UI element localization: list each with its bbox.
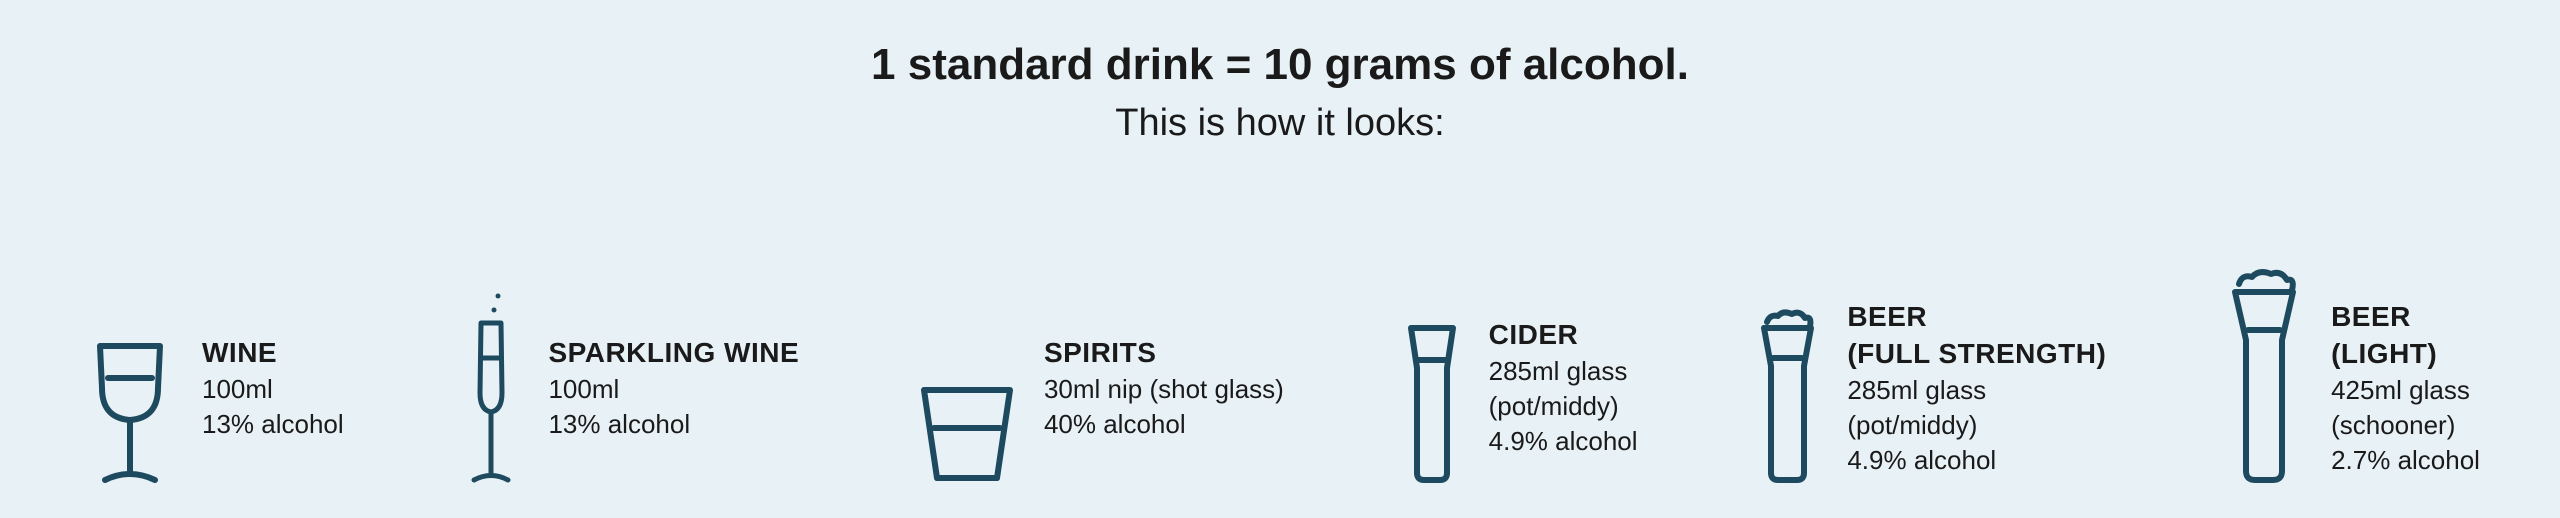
drink-sparkling: SPARKLING WINE 100ml 13% alcohol xyxy=(456,288,799,488)
drink-line: 13% alcohol xyxy=(548,407,799,442)
drink-beer-light: BEER (LIGHT) 425ml glass (schooner) 2.7%… xyxy=(2219,288,2480,488)
drink-line: (pot/middy) xyxy=(1847,408,2106,443)
drink-line: 2.7% alcohol xyxy=(2331,443,2480,478)
drink-wine: WINE 100ml 13% alcohol xyxy=(80,288,344,488)
beer-schooner-icon xyxy=(2219,288,2309,488)
drink-line: 4.9% alcohol xyxy=(1489,424,1638,459)
drink-line: 30ml nip (shot glass) xyxy=(1044,372,1284,407)
drink-line: 4.9% alcohol xyxy=(1847,443,2106,478)
drink-name: CIDER xyxy=(1489,316,1638,354)
drink-line: 13% alcohol xyxy=(202,407,344,442)
drink-line: 100ml xyxy=(202,372,344,407)
drink-name: BEER (FULL STRENGTH) xyxy=(1847,298,2106,374)
cider-glass-icon xyxy=(1397,288,1467,488)
drinks-row: WINE 100ml 13% alcohol xyxy=(60,195,2500,488)
drink-beer-full: BEER (FULL STRENGTH) 285ml glass (pot/mi… xyxy=(1750,288,2106,488)
drink-spirits: SPIRITS 30ml nip (shot glass) 40% alcoho… xyxy=(912,288,1284,488)
drink-text: BEER (LIGHT) 425ml glass (schooner) 2.7%… xyxy=(2331,298,2480,479)
champagne-flute-icon xyxy=(456,288,526,488)
drink-name: SPARKLING WINE xyxy=(548,334,799,372)
wine-glass-icon xyxy=(80,288,180,488)
drink-line: 100ml xyxy=(548,372,799,407)
drink-text: BEER (FULL STRENGTH) 285ml glass (pot/mi… xyxy=(1847,298,2106,479)
drink-name: SPIRITS xyxy=(1044,334,1284,372)
subheading: This is how it looks: xyxy=(60,102,2500,145)
drink-name: BEER (LIGHT) xyxy=(2331,298,2480,374)
drink-line: 285ml glass xyxy=(1489,354,1638,389)
drink-cider: CIDER 285ml glass (pot/middy) 4.9% alcoh… xyxy=(1397,288,1638,488)
drink-line: 40% alcohol xyxy=(1044,407,1284,442)
drink-name: WINE xyxy=(202,334,344,372)
drink-line: (schooner) xyxy=(2331,408,2480,443)
drink-line: 425ml glass xyxy=(2331,373,2480,408)
drink-text: WINE 100ml 13% alcohol xyxy=(202,334,344,442)
drink-text: CIDER 285ml glass (pot/middy) 4.9% alcoh… xyxy=(1489,316,1638,459)
heading: 1 standard drink = 10 grams of alcohol. xyxy=(60,40,2500,90)
infographic-container: 1 standard drink = 10 grams of alcohol. … xyxy=(0,0,2560,518)
drink-line: (pot/middy) xyxy=(1489,389,1638,424)
beer-glass-icon xyxy=(1750,288,1825,488)
drink-text: SPARKLING WINE 100ml 13% alcohol xyxy=(548,334,799,442)
shot-glass-icon xyxy=(912,288,1022,488)
drink-text: SPIRITS 30ml nip (shot glass) 40% alcoho… xyxy=(1044,334,1284,442)
drink-line: 285ml glass xyxy=(1847,373,2106,408)
